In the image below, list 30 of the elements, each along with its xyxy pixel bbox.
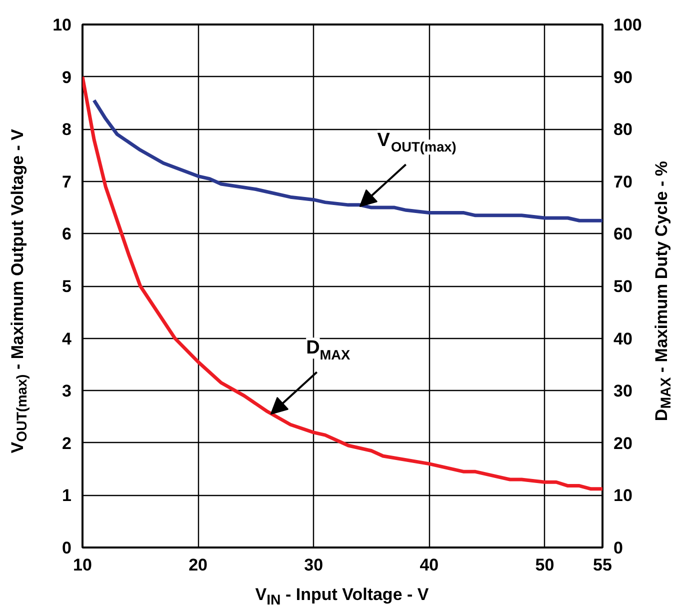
y-tick-label: 6 [62, 224, 72, 244]
y-tick-label: 9 [62, 68, 72, 87]
y2-tick-label: 10 [614, 486, 632, 506]
x-tick-label: 40 [420, 556, 439, 574]
y-tick-label: 7 [62, 172, 72, 192]
y-tick-label: 8 [62, 120, 72, 140]
x-tick-label: 30 [304, 556, 324, 574]
y2-tick-label: 30 [614, 382, 632, 401]
y2-tick-label: 100 [614, 16, 642, 34]
y2-tick-label: 0 [614, 538, 623, 558]
y-tick-label: 10 [52, 16, 72, 34]
y2-tick-label: 40 [614, 329, 632, 348]
y2-tick-label: 90 [614, 68, 632, 87]
y2-tick-label: 60 [614, 224, 632, 244]
x-tick-label: 50 [535, 556, 554, 574]
y-tick-label: 3 [62, 382, 72, 401]
y2-tick-label: 80 [614, 120, 632, 140]
y-tick-label: 0 [62, 538, 72, 558]
x-axis-title: V$_{IN}$ - Input Voltage - V [254, 584, 430, 609]
line-series [92, 98, 602, 222]
y-tick-label: 1 [62, 486, 72, 506]
x-tick-label: 20 [188, 556, 208, 574]
y-tick-label: 4 [62, 329, 72, 348]
y2-tick-label: 50 [614, 277, 632, 296]
x-tick-label: 55 [593, 556, 612, 574]
line-series [82, 75, 602, 491]
y-tick-label: 5 [62, 277, 72, 296]
y2-tick-label: 70 [614, 172, 632, 192]
y-tick-label: 2 [62, 434, 72, 453]
y2-tick-label: 20 [614, 434, 632, 453]
